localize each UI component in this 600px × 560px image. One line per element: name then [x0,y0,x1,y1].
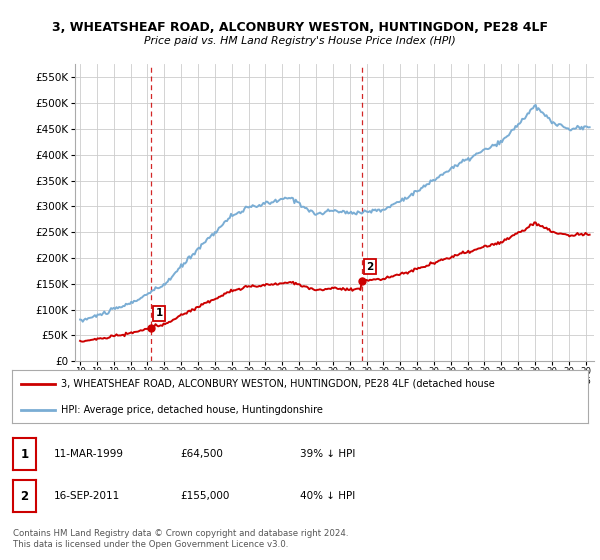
Text: 3, WHEATSHEAF ROAD, ALCONBURY WESTON, HUNTINGDON, PE28 4LF: 3, WHEATSHEAF ROAD, ALCONBURY WESTON, HU… [52,21,548,34]
Text: 11-MAR-1999: 11-MAR-1999 [54,449,124,459]
Text: 1: 1 [155,309,163,319]
Text: £155,000: £155,000 [180,491,229,501]
Text: 2: 2 [20,489,29,503]
Text: £64,500: £64,500 [180,449,223,459]
Text: 39% ↓ HPI: 39% ↓ HPI [300,449,355,459]
Text: 40% ↓ HPI: 40% ↓ HPI [300,491,355,501]
Text: Contains HM Land Registry data © Crown copyright and database right 2024.
This d: Contains HM Land Registry data © Crown c… [13,529,349,549]
Text: 3, WHEATSHEAF ROAD, ALCONBURY WESTON, HUNTINGDON, PE28 4LF (detached house: 3, WHEATSHEAF ROAD, ALCONBURY WESTON, HU… [61,379,495,389]
Text: 2: 2 [367,262,374,272]
Text: 16-SEP-2011: 16-SEP-2011 [54,491,120,501]
Text: Price paid vs. HM Land Registry's House Price Index (HPI): Price paid vs. HM Land Registry's House … [144,36,456,46]
Text: HPI: Average price, detached house, Huntingdonshire: HPI: Average price, detached house, Hunt… [61,405,323,415]
Text: 1: 1 [20,447,29,461]
